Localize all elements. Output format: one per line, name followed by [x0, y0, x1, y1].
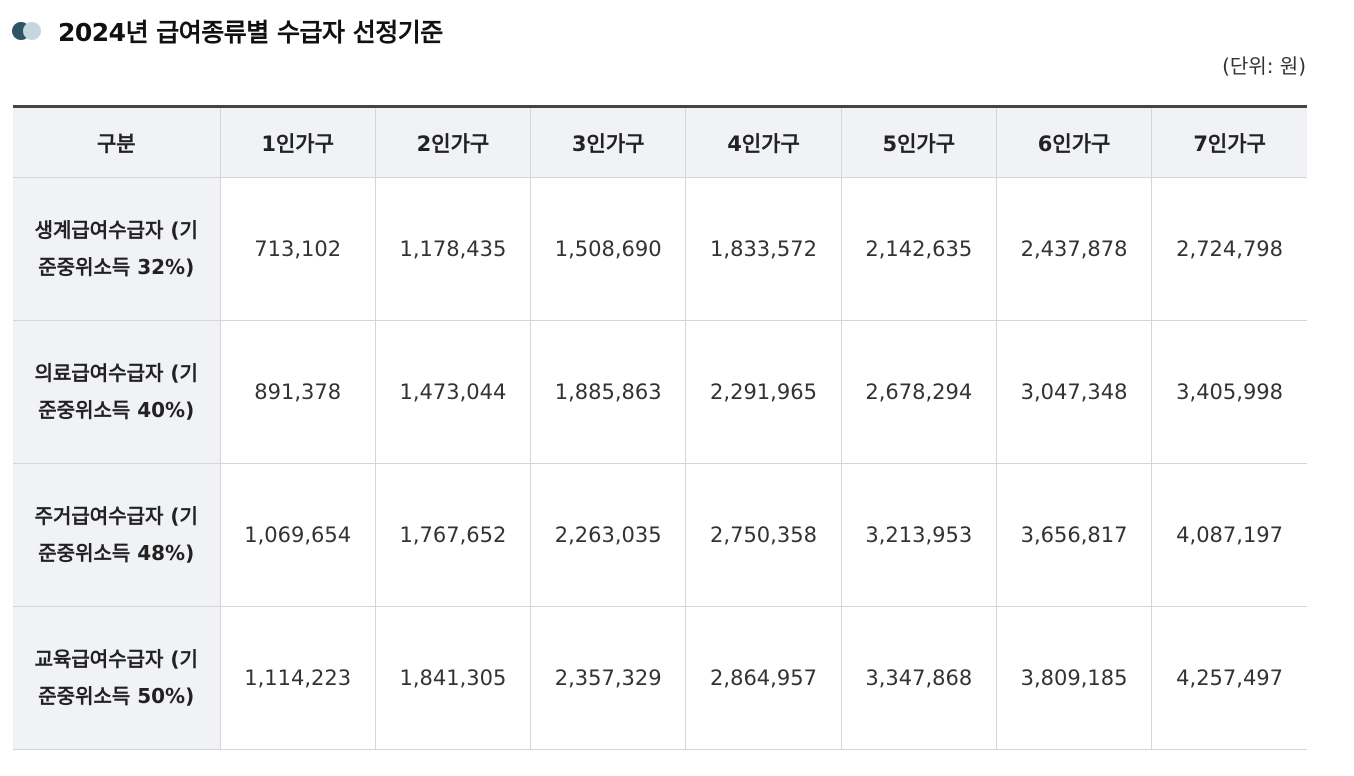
column-header: 4인가구 [685, 106, 842, 178]
table-cell: 3,047,348 [995, 320, 1152, 464]
table-cell: 3,213,953 [840, 463, 997, 607]
table-cell: 2,678,294 [840, 320, 997, 464]
table-cell: 2,864,957 [685, 606, 842, 750]
column-header: 7인가구 [1151, 106, 1307, 178]
row-label: 주거급여수급자 (기준중위소득 48%) [13, 463, 221, 607]
table-cell: 4,087,197 [1151, 463, 1307, 607]
row-label: 의료급여수급자 (기준중위소득 40%) [13, 320, 221, 464]
table-cell: 1,767,652 [374, 463, 531, 607]
light-dot-icon [23, 22, 41, 40]
table-cell: 1,069,654 [219, 463, 376, 607]
table-row: 의료급여수급자 (기준중위소득 40%) 891,378 1,473,044 1… [13, 320, 1307, 464]
table-cell: 3,405,998 [1151, 320, 1307, 464]
table-row: 주거급여수급자 (기준중위소득 48%) 1,069,654 1,767,652… [13, 463, 1307, 607]
table-cell: 1,841,305 [374, 606, 531, 750]
table-cell: 891,378 [219, 320, 376, 464]
table-cell: 2,263,035 [530, 463, 686, 607]
table-cell: 2,357,329 [530, 606, 686, 750]
table-cell: 1,114,223 [219, 606, 376, 750]
table-header-row: 구분 1인가구 2인가구 3인가구 4인가구 5인가구 6인가구 7인가구 [13, 106, 1307, 178]
table-cell: 3,656,817 [995, 463, 1152, 607]
table-cell: 1,885,863 [530, 320, 686, 464]
table-cell: 3,809,185 [995, 606, 1152, 750]
table-cell: 2,724,798 [1151, 177, 1307, 321]
table-cell: 3,347,868 [840, 606, 997, 750]
page-title: 2024년 급여종류별 수급자 선정기준 [58, 18, 443, 47]
column-header: 3인가구 [530, 106, 686, 178]
table-cell: 2,750,358 [685, 463, 842, 607]
row-label: 생계급여수급자 (기준중위소득 32%) [13, 177, 221, 321]
table-cell: 2,142,635 [840, 177, 997, 321]
table-row: 생계급여수급자 (기준중위소득 32%) 713,102 1,178,435 1… [13, 177, 1307, 321]
column-header: 1인가구 [219, 106, 376, 178]
table-cell: 1,833,572 [685, 177, 842, 321]
table-row: 교육급여수급자 (기준중위소득 50%) 1,114,223 1,841,305… [13, 606, 1307, 750]
column-header: 2인가구 [374, 106, 531, 178]
table-cell: 713,102 [219, 177, 376, 321]
table-cell: 1,508,690 [530, 177, 686, 321]
table-cell: 2,437,878 [995, 177, 1152, 321]
table-cell: 4,257,497 [1151, 606, 1307, 750]
column-header: 구분 [13, 106, 221, 178]
unit-note: (단위: 원) [1222, 54, 1306, 78]
table-cell: 1,473,044 [374, 320, 531, 464]
row-label: 교육급여수급자 (기준중위소득 50%) [13, 606, 221, 750]
column-header: 5인가구 [840, 106, 997, 178]
criteria-table: 구분 1인가구 2인가구 3인가구 4인가구 5인가구 6인가구 7인가구 생계… [13, 105, 1307, 750]
table-cell: 2,291,965 [685, 320, 842, 464]
bullet-dots-icon [12, 21, 52, 41]
title-row: 2024년 급여종류별 수급자 선정기준 [12, 14, 443, 48]
column-header: 6인가구 [995, 106, 1152, 178]
table-cell: 1,178,435 [374, 177, 531, 321]
